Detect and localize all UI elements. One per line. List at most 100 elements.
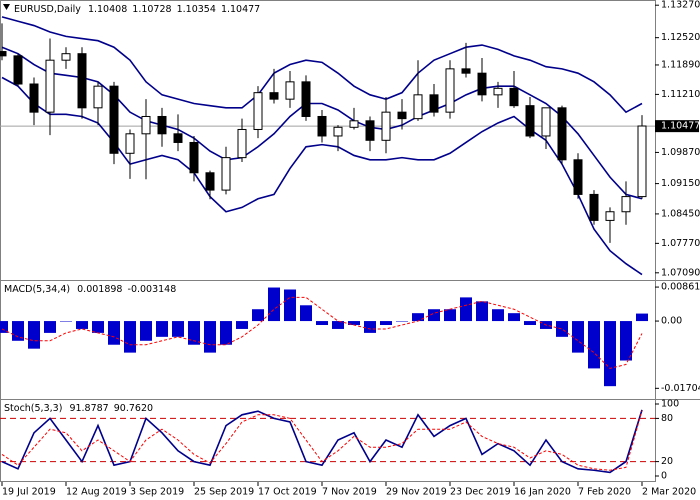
candle-body <box>637 125 647 198</box>
candle-body <box>205 172 215 191</box>
stoch-header: Stoch(5,3,3) 91.8787 90.7620 <box>4 403 153 414</box>
candle-body <box>141 115 151 135</box>
candle-body <box>477 72 487 96</box>
macd-bar <box>28 321 40 349</box>
candle-body <box>77 53 87 109</box>
macd-bar <box>76 321 88 329</box>
macd-bar <box>572 321 584 353</box>
y-tick-label: 1.07770 <box>661 238 700 249</box>
macd-bar <box>604 321 616 387</box>
candle-body <box>413 94 423 120</box>
macd-bar <box>444 309 456 322</box>
macd-bar <box>172 321 184 337</box>
candle-body <box>237 128 247 159</box>
candle-body <box>269 92 279 100</box>
candle-body <box>13 55 23 85</box>
macd-bar <box>476 301 488 322</box>
candle-body <box>333 126 343 137</box>
macd-bar <box>204 321 216 353</box>
candle-body <box>493 87 503 96</box>
y-tick-label: 0.008614 <box>661 282 700 293</box>
candle-body <box>0 51 7 57</box>
candle-body <box>429 94 439 113</box>
plot-frame <box>0 0 656 482</box>
candle-body <box>61 53 71 61</box>
candle-body <box>301 81 311 117</box>
y-tick-label: 1.08450 <box>661 208 700 219</box>
macd-bar <box>620 321 632 361</box>
candle-body <box>397 111 407 120</box>
macd-bar <box>300 305 312 322</box>
y-tick-label: 20 <box>661 456 673 467</box>
stoch-title: Stoch(5,3,3) <box>4 403 62 414</box>
candle-body <box>29 83 39 113</box>
y-tick-label: 100 <box>661 399 679 410</box>
y-tick-label: 1.09870 <box>661 147 700 158</box>
candle-body <box>365 120 375 141</box>
macd-bar <box>220 321 232 345</box>
x-tick-label: 2 Mar 2020 <box>642 487 696 498</box>
macd-bar <box>108 321 120 345</box>
macd-bar <box>316 321 328 326</box>
signal-value: -0.003148 <box>128 284 177 295</box>
macd-bar <box>252 309 264 322</box>
x-tick-label: 25 Sep 2019 <box>194 487 254 498</box>
macd-bar <box>124 321 136 353</box>
y-tick-label: 0.00 <box>661 316 682 327</box>
x-tick-label: 29 Nov 2019 <box>386 487 447 498</box>
low-value: 1.10354 <box>177 4 216 15</box>
macd-header: MACD(5,34,4) 0.001898 -0.003148 <box>4 284 176 295</box>
macd-bar <box>380 321 392 326</box>
macd-bar <box>268 287 280 322</box>
macd-bar <box>588 321 600 369</box>
candle-body <box>317 115 327 137</box>
candle-body <box>589 193 599 221</box>
candle-body <box>189 141 199 174</box>
y-tick-label: 80 <box>661 413 673 424</box>
candle-body <box>93 85 103 109</box>
macd-bar <box>492 309 504 322</box>
y-tick-label: 1.07090 <box>661 267 700 278</box>
y-tick-label: 1.13270 <box>661 0 700 11</box>
candle-body <box>605 211 615 221</box>
macd-bar <box>364 321 376 333</box>
x-tick-label: 19 Jul 2019 <box>2 487 56 498</box>
current-price-box <box>655 120 699 133</box>
x-tick-label: 7 Feb 2020 <box>578 487 631 498</box>
stoch-k-line <box>1 409 643 474</box>
macd-bar <box>412 313 424 322</box>
x-tick-label: 17 Oct 2019 <box>258 487 317 498</box>
candle-body <box>349 120 359 128</box>
macd-bar <box>508 313 520 322</box>
x-tick-label: 12 Aug 2019 <box>66 487 127 498</box>
candle-body <box>445 68 455 113</box>
k-value: 91.8787 <box>69 403 108 414</box>
candle-body <box>221 157 231 191</box>
macd-bar <box>12 321 24 341</box>
x-tick-label: 16 Jan 2020 <box>514 487 571 498</box>
macd-bar <box>156 321 168 337</box>
macd-bar <box>556 321 568 337</box>
high-value: 1.10728 <box>132 4 171 15</box>
macd-bar <box>460 297 472 322</box>
close-value: 1.10477 <box>221 4 260 15</box>
y-tick-label: 1.11890 <box>661 59 700 70</box>
band-line <box>1 76 643 276</box>
band-line <box>1 46 643 200</box>
candle-body <box>621 196 631 213</box>
macd-bar <box>140 321 152 341</box>
macd-bar <box>636 313 648 322</box>
x-tick-label: 3 Sep 2019 <box>130 487 184 498</box>
current-price-label: 1.10477 <box>661 121 700 132</box>
candle-body <box>109 85 119 154</box>
macd-bar <box>0 321 8 333</box>
open-value: 1.10408 <box>88 4 127 15</box>
y-tick-label: -0.017048 <box>661 383 700 394</box>
menu-triangle <box>3 4 10 10</box>
candle-body <box>157 115 167 135</box>
macd-bar <box>524 321 536 326</box>
x-tick-label: 23 Dec 2019 <box>450 487 511 498</box>
macd-bar <box>396 321 408 322</box>
macd-bar <box>60 321 72 322</box>
